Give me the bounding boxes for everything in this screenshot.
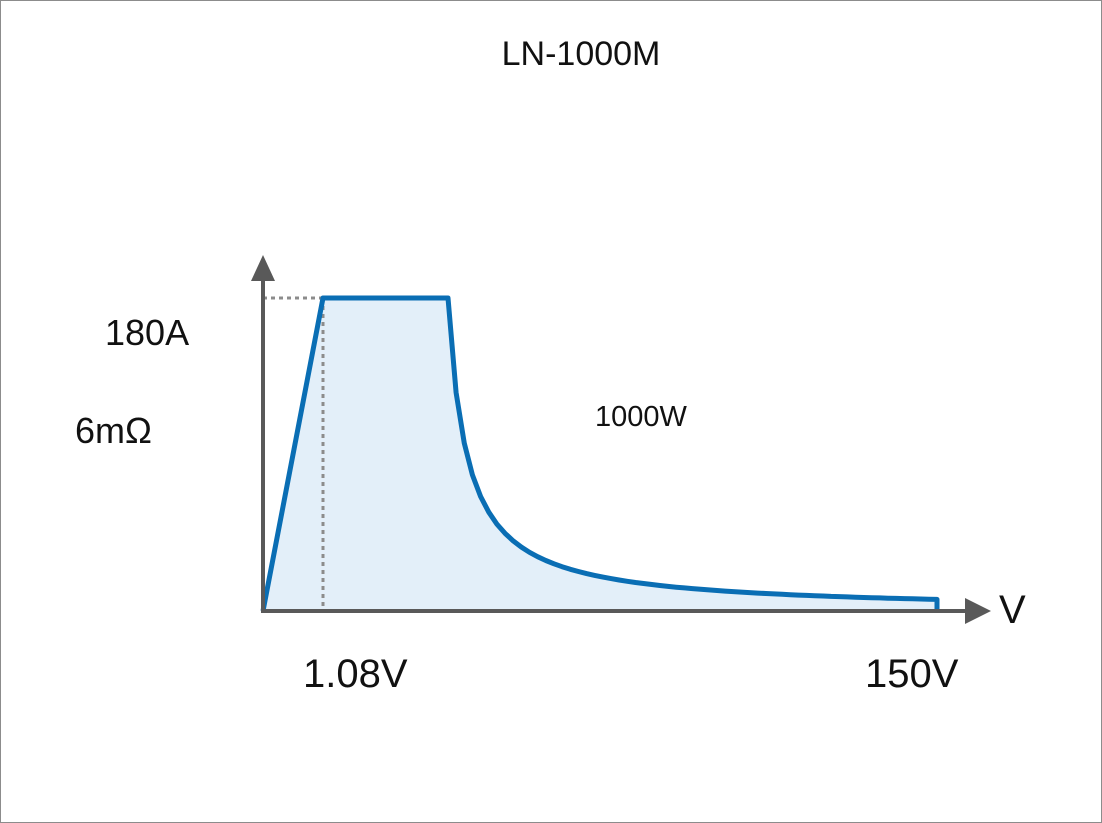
x-tick-label-knee: 1.08V [303, 652, 408, 696]
chart-title: LN-1000M [502, 35, 661, 73]
y-axis-arrow [251, 255, 275, 281]
x-axis-arrow [965, 598, 991, 624]
resistance-label: 6mΩ [75, 410, 152, 451]
x-axis-label: V [999, 588, 1026, 632]
current-limit-label: 180A [105, 312, 189, 353]
operating-boundary-line [260, 295, 940, 612]
power-limit-label: 1000W [595, 401, 688, 433]
x-tick-label-max: 150V [865, 652, 959, 696]
operating-area-fill [263, 298, 937, 611]
